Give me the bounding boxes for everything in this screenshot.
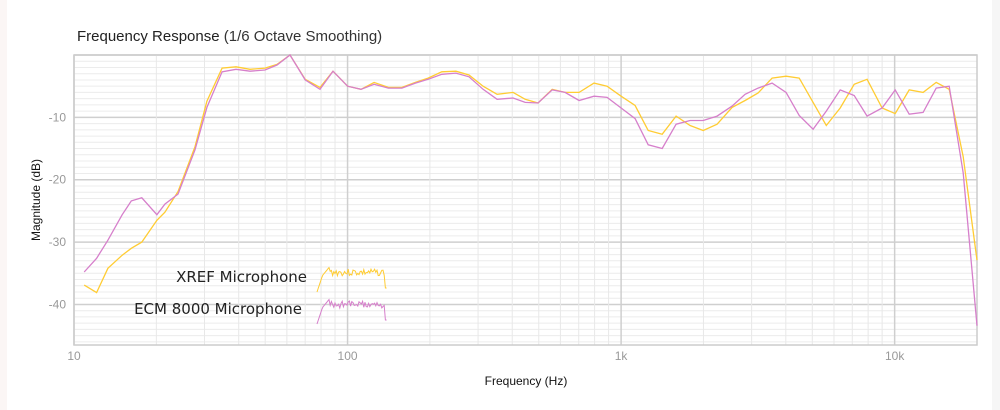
- y-tick-label: -20: [49, 173, 67, 187]
- plot-frame: [73, 54, 978, 346]
- legend-swatch-ecm8000: [316, 298, 387, 325]
- series-line-ecm8000: [83, 54, 978, 326]
- y-tick-label: -40: [49, 297, 67, 311]
- x-tick-label: 10: [67, 349, 81, 363]
- x-tick-label: 100: [338, 349, 358, 363]
- title-text: Frequency Response: [77, 28, 220, 45]
- series-lines: [83, 54, 978, 326]
- y-tick-label: -10: [49, 110, 67, 124]
- page-edge: [0, 0, 7, 410]
- title-subtitle: (1/6 Octave Smoothing): [223, 28, 383, 45]
- axis-ticks: 10 100 1k 10k -10 -20 -30 -40: [49, 110, 906, 363]
- y-axis-label: Magnitude (dB): [29, 159, 43, 241]
- y-tick-label: -30: [49, 235, 67, 249]
- x-axis-label: Frequency (Hz): [485, 374, 568, 388]
- grid: [73, 54, 978, 346]
- page-edge: [992, 0, 1000, 410]
- x-tick-label: 1k: [615, 349, 629, 363]
- chart-title: Frequency Response (1/6 Octave Smoothing…: [77, 28, 382, 45]
- legend-label-xref: XREF Microphone: [176, 268, 307, 286]
- legend-swatch-xref: [316, 266, 387, 293]
- series-line-xref: [83, 54, 978, 294]
- legend-label-ecm8000: ECM 8000 Microphone: [134, 300, 302, 318]
- legend: XREF Microphone ECM 8000 Microphone: [134, 266, 387, 325]
- x-tick-label: 10k: [885, 349, 905, 363]
